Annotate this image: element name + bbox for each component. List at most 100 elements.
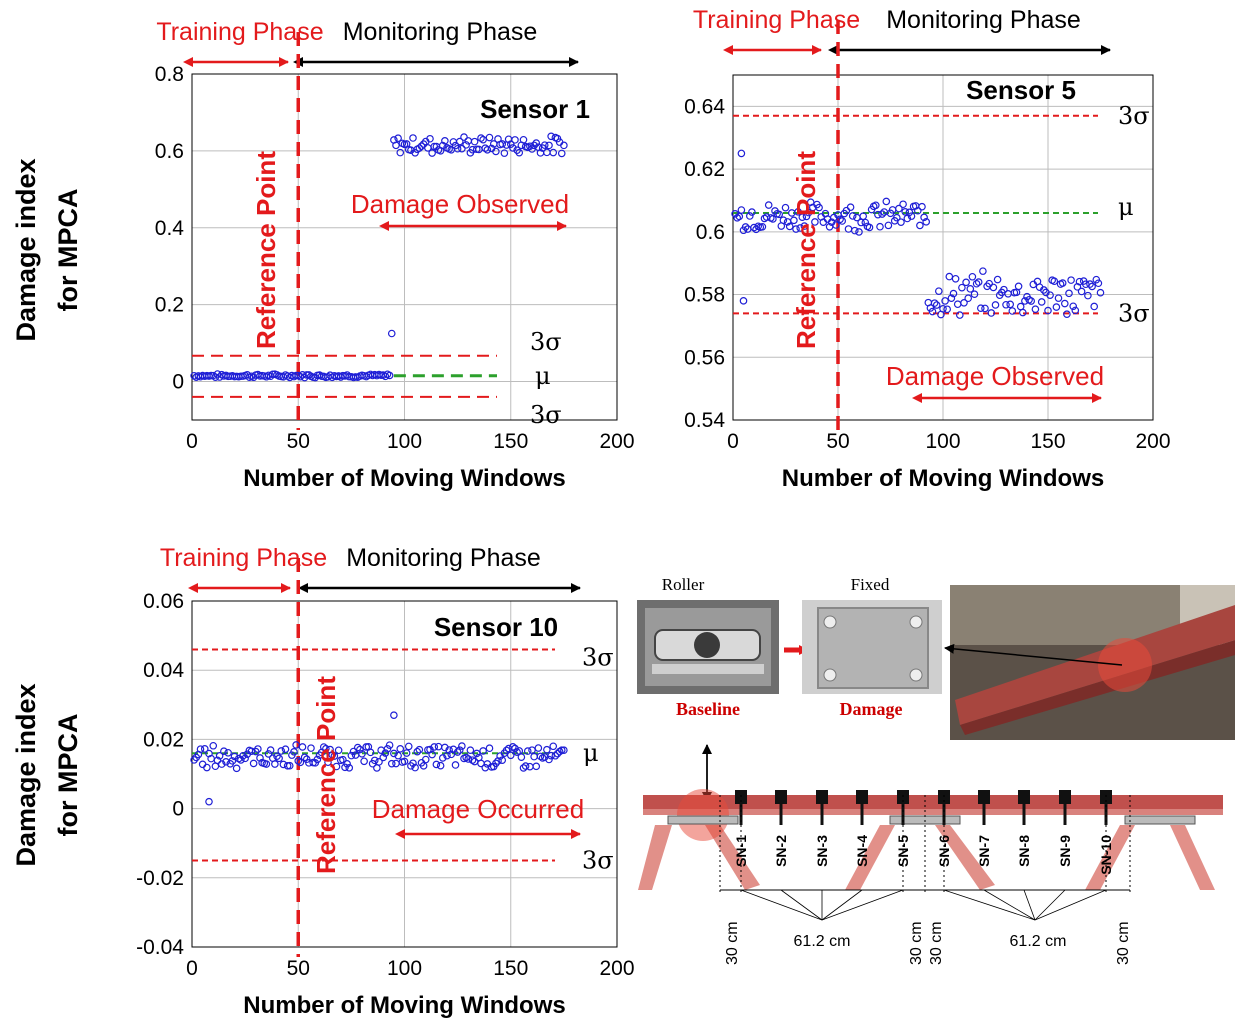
data-point	[277, 747, 286, 755]
x-tick-label: 150	[493, 957, 528, 980]
data-point	[764, 201, 773, 209]
data-point	[560, 746, 568, 755]
training-phase-label: Training Phase	[160, 544, 327, 572]
data-point	[366, 748, 375, 757]
y-tick-label: 0.58	[684, 284, 725, 307]
data-point	[802, 212, 811, 221]
data-point	[390, 749, 398, 758]
data-point	[375, 758, 383, 766]
lower-limit-label: 3σ	[530, 401, 562, 429]
data-point	[460, 133, 468, 141]
data-point	[796, 224, 805, 232]
data-point	[1006, 300, 1015, 309]
data-point	[804, 208, 813, 217]
roller-support-photo	[637, 600, 779, 694]
data-point	[394, 134, 402, 143]
data-point	[492, 759, 500, 768]
data-point	[844, 225, 853, 233]
data-point	[800, 222, 809, 230]
x-tick-label: 50	[826, 430, 849, 453]
dim-label: 61.2 cm	[1010, 933, 1067, 950]
data-point	[464, 755, 473, 763]
data-point	[549, 148, 558, 157]
data-point	[985, 279, 994, 288]
data-point	[532, 139, 541, 147]
data-point	[979, 267, 987, 275]
roller-label: Roller	[662, 575, 705, 594]
data-point	[1054, 294, 1063, 302]
data-point	[1084, 291, 1092, 300]
data-point	[466, 746, 475, 754]
data-point	[213, 756, 222, 765]
data-point	[428, 750, 436, 759]
data-point	[947, 294, 956, 302]
x-axis-label: Number of Moving Windows	[782, 465, 1104, 492]
x-tick-label: 0	[186, 430, 198, 453]
data-point	[1069, 302, 1078, 311]
dim-label: 30 cm	[928, 921, 945, 965]
data-point	[515, 148, 524, 157]
data-point	[836, 215, 844, 224]
sensor-title: Sensor 1	[480, 94, 590, 124]
data-point	[811, 218, 819, 226]
data-point	[426, 134, 434, 143]
y-axis-label-line-2: for MPCA	[53, 189, 83, 312]
y-tick-label: 0.6	[155, 140, 184, 163]
data-point	[228, 757, 237, 765]
data-point	[1082, 280, 1090, 289]
data-point	[848, 212, 857, 220]
x-tick-label: 150	[493, 430, 528, 453]
data-point	[383, 744, 392, 753]
data-point	[313, 755, 322, 764]
photo-pointer-line	[944, 643, 1123, 666]
upper-limit-label: 3σ	[530, 328, 562, 356]
monitoring-phase-label: Monitoring Phase	[886, 6, 1081, 34]
data-point	[943, 305, 952, 314]
sensor-1-chart: 0 50 100 150 200 0 0.2 0.4 0.6 0.8 Number of Movin…	[11, 18, 635, 492]
data-point	[922, 218, 931, 226]
data-point	[285, 761, 294, 770]
data-point	[966, 285, 975, 293]
data-point	[832, 221, 840, 229]
data-point	[394, 751, 402, 760]
lower-limit-label: 3σ	[1118, 299, 1150, 327]
data-point	[254, 745, 262, 753]
data-point	[928, 307, 937, 316]
supports	[667, 815, 1196, 825]
data-point	[543, 148, 551, 157]
y-tick-label: 0.02	[143, 728, 184, 751]
data-point	[324, 758, 332, 767]
data-point	[987, 309, 996, 317]
data-point	[775, 210, 784, 219]
sensor-title: Sensor 5	[966, 75, 1076, 105]
data-point	[991, 301, 1000, 309]
x-tick-label: 200	[599, 957, 634, 980]
data-point	[249, 759, 258, 768]
data-point	[1065, 289, 1073, 298]
data-point	[413, 747, 422, 756]
data-point	[243, 371, 252, 379]
bridge-photo	[950, 585, 1235, 740]
sensor-label: SN-3	[814, 835, 830, 867]
data-point	[396, 745, 405, 753]
data-point	[428, 149, 436, 157]
data-point	[532, 762, 541, 771]
x-tick-label: 0	[186, 957, 198, 980]
data-point	[498, 756, 507, 764]
sensor-label: SN-2	[773, 835, 789, 867]
data-point	[275, 754, 283, 763]
fixed-label: Fixed	[851, 575, 890, 594]
x-axis-label: Number of Moving Windows	[243, 465, 565, 492]
data-point	[266, 746, 275, 754]
data-point	[279, 760, 288, 769]
data-point	[379, 753, 388, 762]
data-point	[509, 144, 517, 152]
reference-point-label: Reference Point	[311, 676, 341, 874]
data-point	[1063, 310, 1071, 318]
data-point	[781, 203, 790, 212]
data-point	[785, 222, 794, 231]
data-point	[438, 754, 447, 762]
data-point	[432, 760, 441, 769]
y-tick-label: 0	[172, 371, 184, 394]
